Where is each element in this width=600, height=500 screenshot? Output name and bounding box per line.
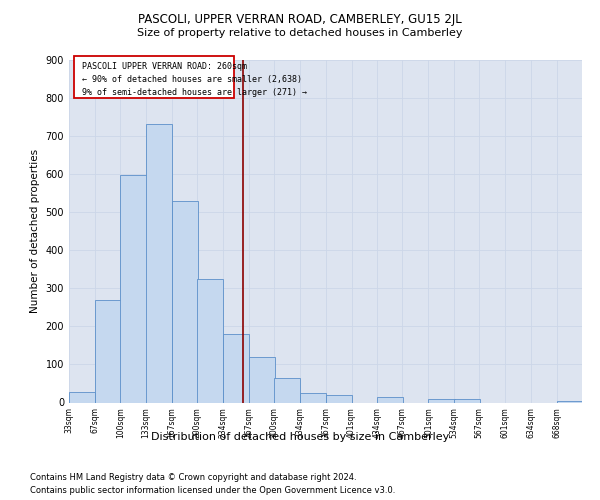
Bar [121,176,146,402]
Bar [95,300,121,403]
Text: PASCOLI UPPER VERRAN ROAD: 260sqm: PASCOLI UPPER VERRAN ROAD: 260sqm [82,62,247,71]
Bar [428,398,455,402]
Bar [69,392,95,402]
Text: Contains HM Land Registry data © Crown copyright and database right 2024.: Contains HM Land Registry data © Crown c… [30,472,356,482]
Text: Contains public sector information licensed under the Open Government Licence v3: Contains public sector information licen… [30,486,395,495]
Text: 9% of semi-detached houses are larger (271) →: 9% of semi-detached houses are larger (2… [82,88,307,96]
Text: Size of property relative to detached houses in Camberley: Size of property relative to detached ho… [137,28,463,38]
Bar [223,334,250,402]
Bar [454,398,480,402]
Text: ← 90% of detached houses are smaller (2,638): ← 90% of detached houses are smaller (2,… [82,75,302,84]
Bar [146,124,172,402]
Bar [197,279,223,402]
Y-axis label: Number of detached properties: Number of detached properties [30,149,40,314]
Bar [377,397,403,402]
Bar [325,395,352,402]
Bar [300,393,326,402]
Bar [172,201,198,402]
Text: Distribution of detached houses by size in Camberley: Distribution of detached houses by size … [151,432,449,442]
Text: PASCOLI, UPPER VERRAN ROAD, CAMBERLEY, GU15 2JL: PASCOLI, UPPER VERRAN ROAD, CAMBERLEY, G… [138,12,462,26]
Bar [274,378,300,402]
Bar [249,357,275,403]
Bar [557,400,583,402]
